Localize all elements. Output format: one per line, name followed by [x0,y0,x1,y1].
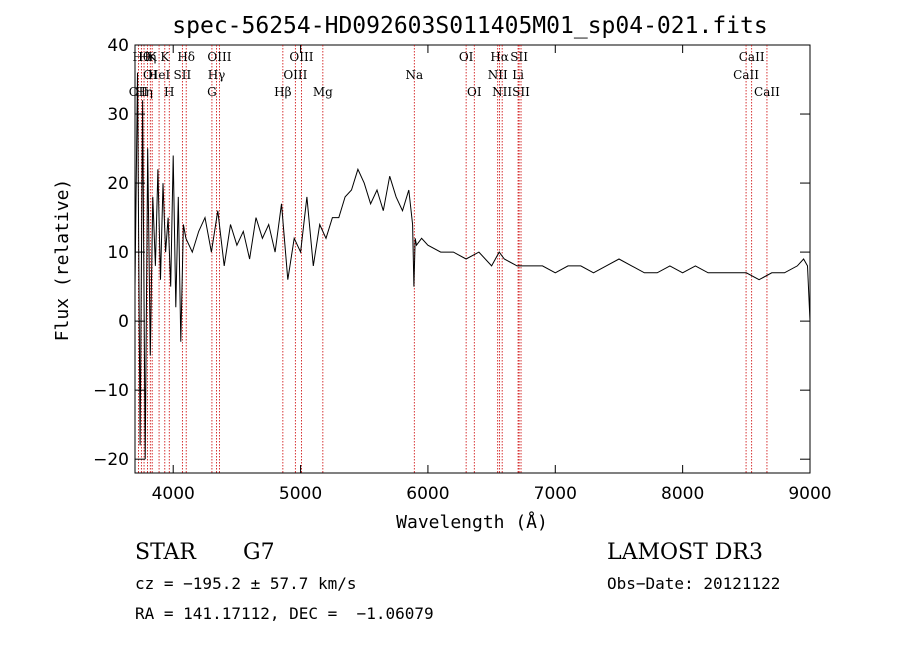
emission-line-label: OI [467,85,482,99]
emission-line-label: G [207,85,217,99]
emission-line-label: Hβ [274,85,291,99]
y-tick-label: 40 [107,36,129,56]
y-tick-label: −10 [93,381,129,401]
emission-line-label: CaII [754,85,780,99]
emission-line-label: Hδ [177,50,195,64]
emission-line-label: OI [143,68,158,82]
y-tick-label: 20 [107,174,129,194]
spectrum-series-line [134,72,811,460]
ra-dec: RA = 141.17112, DEC = −1.06079 [135,604,434,623]
emission-line-label: SII [512,85,530,99]
y-tick-label: 0 [118,312,129,332]
x-tick-label: 4000 [152,484,195,504]
x-tick-label: 7000 [534,484,577,504]
x-tick-label: 8000 [661,484,704,504]
y-tick-label: 10 [107,243,129,263]
y-tick-label: 30 [107,105,129,125]
emission-line-label: OIII [283,68,307,82]
emission-line-label: NII [488,68,508,82]
emission-line-label: Li [512,68,524,82]
observation-date: Obs−Date: 20121122 [607,574,781,593]
emission-line-label: OIII [207,50,231,64]
object-subclass: G7 [243,540,275,565]
emission-line-label: H [164,85,174,99]
emission-line-label: SII [510,50,528,64]
emission-line-label: OII [129,85,149,99]
y-tick-label: −20 [93,450,129,470]
y-axis-label: Flux (relative) [52,179,73,342]
emission-line-markers [138,45,768,473]
x-tick-label: 6000 [406,484,449,504]
emission-line-label: SII [174,68,192,82]
emission-line-label: NII [492,85,512,99]
emission-line-label: Hθ [133,50,151,64]
plot-frame [134,44,811,474]
object-class: STAR [135,540,196,565]
emission-line-label: CaII [733,68,759,82]
emission-line-label: OIII [289,50,313,64]
emission-line-label: K [148,50,158,64]
chart-title: spec-56254-HD092603S011405M01_sp04-021.f… [172,13,767,39]
emission-line-label: Hγ [208,68,226,82]
emission-line-label: CaII [739,50,765,64]
emission-line-label: Na [405,68,423,82]
emission-line-label: HeI [148,68,171,82]
emission-line-label: Mg [313,85,333,99]
x-tick-label: 9000 [788,484,831,504]
x-axis-label: Wavelength (Å) [396,511,548,533]
redshift-cz: cz = −195.2 ± 57.7 km/s [135,574,357,593]
emission-line-labels: OIIHθHηHηOIKHeIKHSIIHδGHγOIIIHβOIIIOIIIM… [129,50,780,99]
emission-line-label: K [160,50,170,64]
emission-line-label: Hη [135,85,153,99]
emission-line-label: OI [459,50,474,64]
survey-label: LAMOST DR3 [607,540,763,565]
x-tick-label: 5000 [279,484,322,504]
emission-line-label: Hα [490,50,509,64]
emission-line-label: Hη [139,50,157,64]
spectrum-chart: spec-56254-HD092603S011405M01_sp04-021.f… [52,13,832,533]
x-axis-ticks: 4000 5000 6000 7000 8000 9000 [152,45,832,504]
y-axis-ticks: −20 −10 0 10 20 30 40 [93,36,810,470]
